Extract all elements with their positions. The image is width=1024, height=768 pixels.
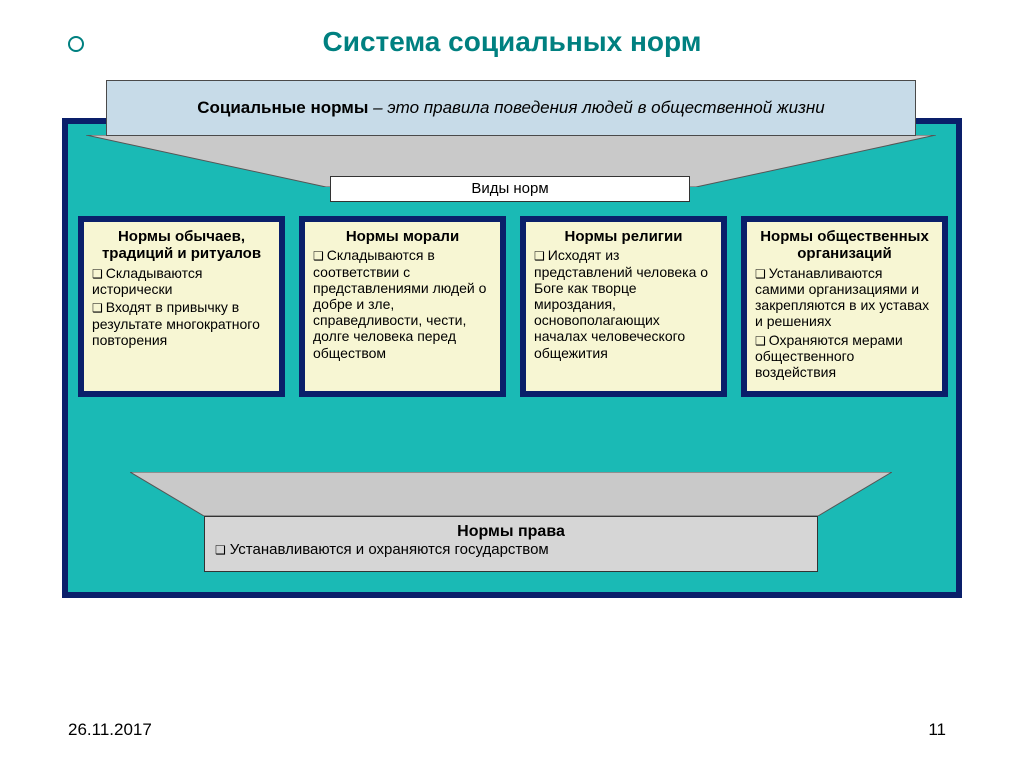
card-title: Нормы религии xyxy=(534,228,713,245)
card-title: Нормы общественных организаций xyxy=(755,228,934,263)
footer-date: 26.11.2017 xyxy=(68,720,152,740)
types-label: Виды норм xyxy=(330,176,690,202)
card-title: Нормы обычаев, традиций и ритуалов xyxy=(92,228,271,263)
definition-bold: Социальные нормы xyxy=(197,98,368,117)
definition-rest: – это правила поведения людей в обществе… xyxy=(368,98,824,117)
card-item: Складываются в соответствии с представле… xyxy=(313,247,492,360)
card-item: Входят в привычку в результате многократ… xyxy=(92,299,271,348)
law-title: Нормы права xyxy=(215,523,807,541)
footer-page: 11 xyxy=(928,720,946,740)
card-organizations: Нормы общественных организаций Устанавли… xyxy=(741,216,948,397)
law-item: Устанавливаются и охраняются государство… xyxy=(215,541,807,558)
law-norms-box: Нормы права Устанавливаются и охраняются… xyxy=(204,516,818,572)
bottom-trapezoid xyxy=(130,472,892,516)
card-item: Складываются исторически xyxy=(92,265,271,298)
card-item: Охраняются мерами общественного воздейст… xyxy=(755,332,934,381)
card-title: Нормы морали xyxy=(313,228,492,245)
slide-title: Система социальных норм xyxy=(0,26,1024,58)
card-religion: Нормы религии Исходят из представлений ч… xyxy=(520,216,727,397)
definition-text: Социальные нормы – это правила поведения… xyxy=(197,97,825,119)
card-item: Исходят из представлений человека о Боге… xyxy=(534,247,713,360)
definition-banner: Социальные нормы – это правила поведения… xyxy=(106,80,916,136)
card-customs: Нормы обычаев, традиций и ритуалов Склад… xyxy=(78,216,285,397)
card-item: Устанавливаются самими организациями и з… xyxy=(755,265,934,330)
card-morals: Нормы морали Складываются в соответствии… xyxy=(299,216,506,397)
cards-row: Нормы обычаев, традиций и ритуалов Склад… xyxy=(78,216,948,397)
